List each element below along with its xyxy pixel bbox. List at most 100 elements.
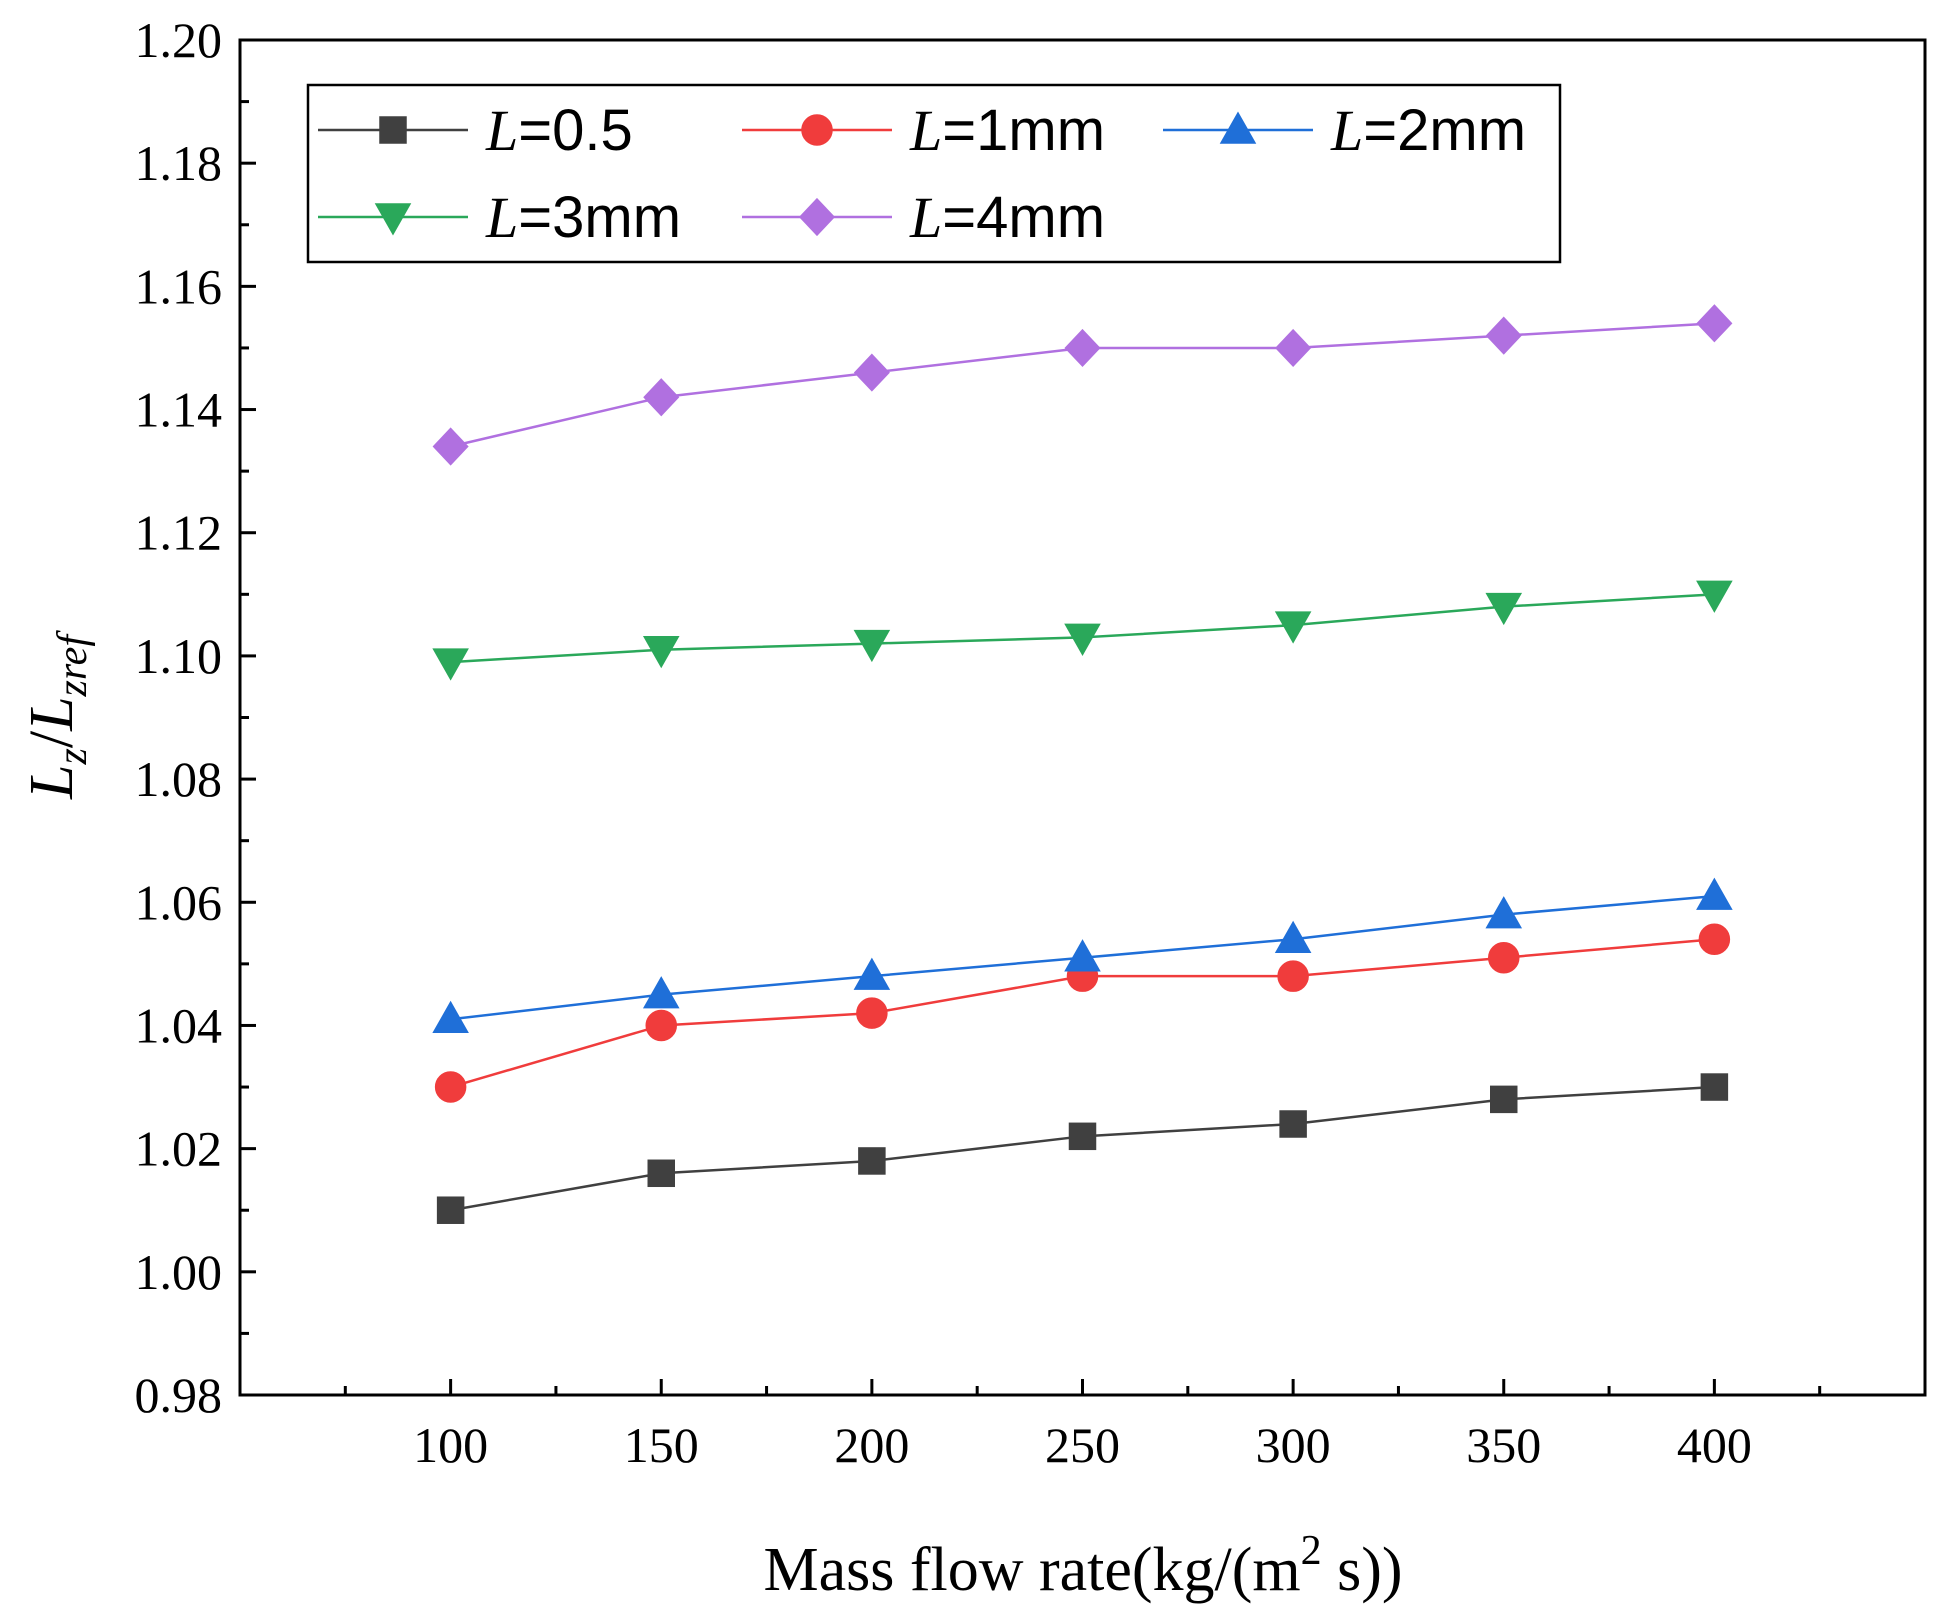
legend-marker: [374, 203, 412, 236]
data-point: [1275, 328, 1312, 368]
y-axis-title-L1: L: [18, 765, 86, 800]
data-point: [1696, 877, 1733, 910]
y-tick-label: 1.04: [135, 997, 223, 1053]
data-point: [647, 1159, 675, 1188]
data-point: [1274, 611, 1312, 644]
data-point: [434, 1071, 467, 1103]
legend-label: L=3mm: [485, 185, 681, 250]
data-point: [645, 1009, 677, 1042]
data-point: [1696, 304, 1733, 343]
legend-label-prefix: L: [1330, 98, 1363, 163]
legend-label-suffix: =2mm: [1363, 98, 1526, 163]
tick-labels: 0.98 1.00 1.02 1.04 1.06 1.08 1.10 1.12 1.14 1.16…: [135, 12, 1752, 1473]
data-point: [856, 997, 888, 1029]
series-1: [436, 1073, 1729, 1224]
series-layer: [432, 304, 1733, 1224]
legend-label-suffix: =4mm: [942, 185, 1105, 250]
legend-item: L=4mm: [742, 185, 1105, 250]
y-tick-label: 1.10: [135, 628, 223, 684]
y-tick-label: 1.12: [135, 505, 223, 561]
data-point: [853, 629, 891, 663]
legend-label: L=2mm: [1330, 98, 1526, 163]
legend-item: L=3mm: [318, 185, 681, 250]
legend-label: L=1mm: [909, 98, 1105, 163]
x-tick-label: 150: [624, 1417, 699, 1473]
data-point: [1696, 580, 1733, 613]
data-point: [1490, 1085, 1518, 1114]
series-4: [432, 580, 1733, 681]
y-axis-title-sub2: zref: [50, 630, 96, 698]
y-tick-label: 1.18: [135, 135, 223, 191]
y-axis-title-L2: L: [18, 696, 86, 731]
data-point: [642, 636, 680, 669]
data-point: [1064, 328, 1101, 368]
y-tick-label: 1.06: [135, 874, 223, 930]
y-tick-label: 1.02: [135, 1121, 223, 1177]
legend-item: L=1mm: [742, 98, 1105, 163]
legend-label: L=4mm: [909, 185, 1105, 250]
data-point: [1068, 1122, 1097, 1151]
data-point: [1485, 896, 1523, 929]
x-tick-label: 300: [1256, 1417, 1331, 1473]
data-point: [643, 378, 680, 417]
x-tick-label: 100: [413, 1417, 488, 1473]
data-point: [1277, 960, 1309, 992]
legend-label-prefix: L: [485, 185, 518, 250]
data-point: [1698, 923, 1731, 955]
axis-ticks: [240, 38, 1822, 1397]
x-tick-label: 200: [834, 1417, 909, 1473]
data-point: [853, 353, 890, 392]
y-axis-title: Lz/Lzref: [18, 630, 96, 800]
data-point: [858, 1147, 886, 1175]
data-point: [432, 1000, 469, 1034]
y-tick-label: 1.00: [135, 1244, 223, 1300]
legend-box: [306, 83, 1562, 264]
plot-frame: [238, 38, 1927, 1397]
legend-label-prefix: L: [909, 98, 942, 163]
data-point: [1700, 1073, 1729, 1101]
legend-marker: [801, 114, 833, 146]
x-axis-title-sup: 2: [1301, 1528, 1322, 1574]
legend-label: L=0.5: [485, 98, 633, 163]
legend-marker: [798, 197, 836, 237]
data-point: [1274, 920, 1312, 953]
data-point: [432, 648, 469, 681]
y-axis-title-sub1: z: [50, 748, 96, 765]
data-point: [853, 957, 891, 990]
y-tick-label: 1.16: [135, 258, 223, 314]
y-tick-label: 1.08: [135, 751, 223, 807]
y-tick-label: 0.98: [135, 1367, 223, 1423]
data-point: [1488, 941, 1520, 974]
y-axis-title-slash: /: [18, 730, 86, 748]
x-tick-label: 250: [1045, 1417, 1120, 1473]
x-axis-title-main: Mass flow rate(kg/(m: [763, 1536, 1300, 1604]
y-tick-label: 1.14: [135, 382, 223, 438]
data-point: [432, 427, 469, 466]
series-5: [432, 304, 1733, 466]
legend-label-prefix: L: [485, 98, 518, 163]
data-point: [1064, 623, 1101, 656]
data-point: [436, 1196, 465, 1224]
x-axis-title-tail: s)): [1322, 1536, 1403, 1604]
legend-marker: [379, 116, 407, 144]
y-tick-label: 1.20: [135, 12, 223, 68]
legend-label-suffix: =3mm: [518, 185, 681, 250]
data-point: [642, 976, 680, 1009]
data-point: [1279, 1110, 1307, 1138]
x-tick-label: 350: [1466, 1417, 1541, 1473]
legend-marker: [1219, 111, 1257, 144]
legend-label-prefix: L: [909, 185, 942, 250]
legend-label-suffix: =1mm: [942, 98, 1105, 163]
legend-item: L=2mm: [1163, 98, 1526, 163]
legend-item: L=0.5: [318, 98, 633, 163]
x-tick-label: 400: [1677, 1417, 1752, 1473]
series-3: [432, 877, 1733, 1034]
series-2: [434, 923, 1731, 1103]
data-point: [1064, 939, 1101, 972]
x-axis-title: Mass flow rate(kg/(m2 s)): [763, 1528, 1402, 1604]
data-point: [1485, 316, 1522, 355]
